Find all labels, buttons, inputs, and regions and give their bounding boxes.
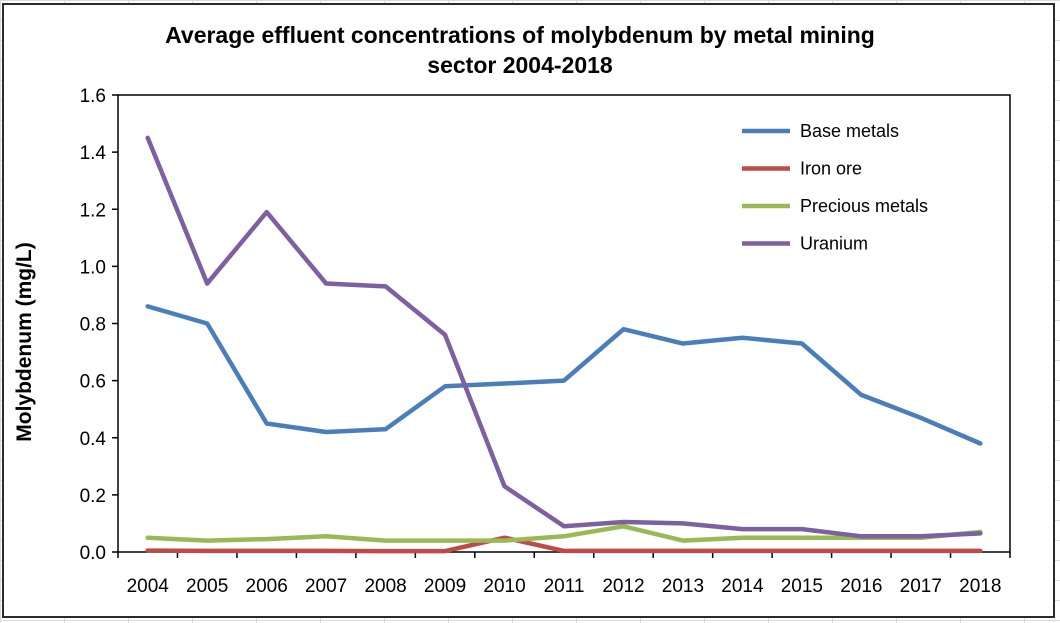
- y-tick-label: 0.8: [80, 315, 106, 336]
- x-tick-label: 2006: [246, 576, 288, 597]
- series-line-uranium: [145, 135, 983, 539]
- x-tick-label: 2007: [305, 576, 347, 597]
- x-tick-label: 2005: [186, 576, 228, 597]
- chart-title-line-2: sector 2004-2018: [427, 52, 613, 78]
- x-tick-label: 2012: [602, 576, 644, 597]
- y-tick-label: 1.4: [80, 143, 107, 164]
- x-tick-label: 2009: [424, 576, 466, 597]
- series-line-iron-ore: [145, 535, 983, 554]
- legend-label-uranium: Uranium: [800, 234, 868, 254]
- x-tick-label: 2014: [721, 576, 764, 597]
- y-tick-label: 0.2: [80, 486, 106, 507]
- chart-frame[interactable]: [2, 3, 1055, 618]
- y-tick-label: 1.6: [80, 86, 106, 107]
- y-tick-label: 1.0: [80, 257, 106, 278]
- y-tick-label: 0.0: [80, 543, 106, 564]
- y-axis-title: Molybdenum (mg/L): [13, 242, 36, 441]
- x-tick-label: 2010: [483, 576, 525, 597]
- y-tick-label: 1.2: [80, 200, 106, 221]
- x-tick-label: 2017: [900, 576, 942, 597]
- x-tick-label: 2004: [127, 576, 170, 597]
- legend-label-base-metals: Base metals: [800, 121, 899, 141]
- x-tick-label: 2011: [544, 576, 585, 597]
- series-line-base-metals: [145, 304, 983, 446]
- plot-area-border: [117, 94, 1011, 553]
- x-tick-label: 2015: [781, 576, 823, 597]
- chart-legend: Base metals Iron ore Precious metals Uraniu…: [742, 121, 928, 254]
- legend-label-precious-metals: Precious metals: [800, 196, 928, 216]
- chart-title: Average effluent concentrations of molyb…: [60, 20, 980, 80]
- chart-title-line-1: Average effluent concentrations of molyb…: [165, 22, 875, 48]
- x-tick-label: 2013: [662, 576, 704, 597]
- x-tick-label: 2016: [840, 576, 882, 597]
- x-tick-label: 2008: [364, 576, 406, 597]
- y-tick-label: 0.6: [80, 372, 106, 393]
- chart-series: [145, 135, 983, 554]
- y-tick-label: 0.4: [80, 429, 107, 450]
- x-tick-label: 2018: [959, 576, 1001, 597]
- legend-label-iron-ore: Iron ore: [800, 159, 862, 179]
- series-line-precious-metals: [145, 524, 983, 543]
